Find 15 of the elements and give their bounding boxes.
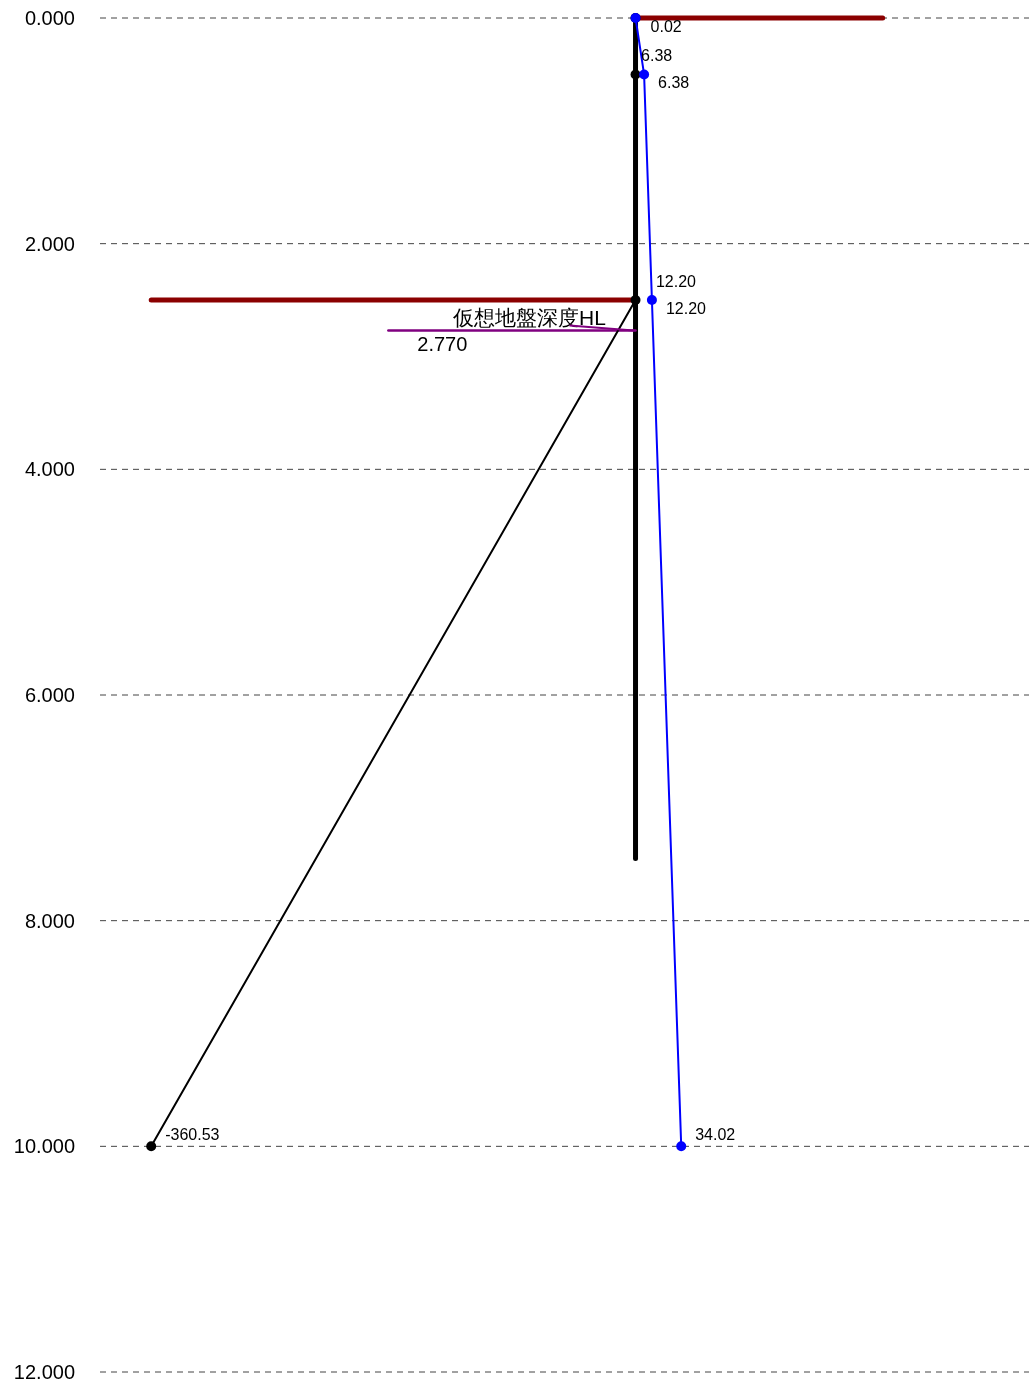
y-tick-label: 4.000 xyxy=(24,458,75,481)
annotation: 12.20 xyxy=(655,273,697,291)
y-tick-label: 8.000 xyxy=(24,909,75,932)
y-tick-label: 12.000 xyxy=(13,1361,75,1383)
data-label: -360.53 xyxy=(165,1126,220,1144)
y-tick-label: 2.000 xyxy=(24,232,75,255)
annotation: 6.38 xyxy=(641,47,673,65)
y-tick-label: 6.000 xyxy=(24,684,75,706)
y-tick-label: 10.000 xyxy=(13,1135,75,1158)
annotation: 2.770 xyxy=(417,332,468,355)
data-label: 12.20 xyxy=(665,300,707,318)
data-label: 6.38 xyxy=(658,74,690,92)
data-label: 0.02 xyxy=(650,18,682,35)
data-label: 34.02 xyxy=(695,1126,736,1144)
y-tick-label: 0.000 xyxy=(24,7,75,29)
